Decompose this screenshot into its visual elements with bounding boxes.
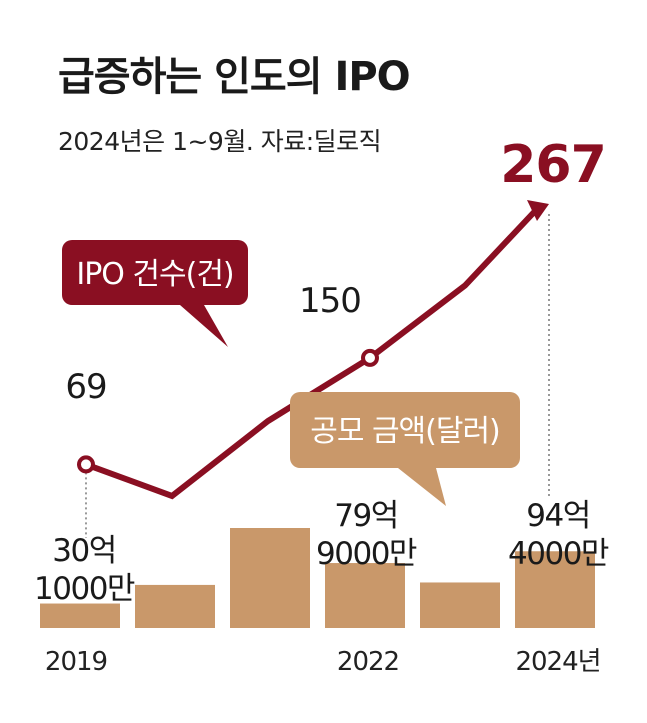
bar-value-label-2024년-1: 4000만 [508, 536, 609, 572]
bar-value-label-2022-1: 9000만 [316, 536, 417, 572]
chart-subtitle: 2024년은 1~9월. 자료:딜로직 [58, 127, 382, 156]
bar-2020 [135, 584, 215, 628]
bar-value-label-2019-1: 1000만 [34, 571, 135, 607]
point-label-2024년: 267 [500, 135, 606, 195]
legend-callout-ipo-amount: 공모 금액(달러) [290, 392, 520, 506]
bar-2024년 [515, 551, 595, 628]
chart-title: 급증하는 인도의 IPO [58, 54, 411, 100]
bar-2019 [40, 603, 120, 628]
arrowhead [527, 200, 549, 221]
point-label-2019: 69 [65, 367, 106, 407]
bar-value-label-2024년-0: 94억 [526, 498, 589, 534]
bar-2023 [420, 582, 500, 628]
series-line-ipo-count [84, 206, 540, 500]
point-marker-2019 [77, 455, 95, 474]
x-tick-label-2022: 2022 [337, 647, 399, 677]
bar-2022 [325, 563, 405, 628]
legend-label-ipo-count: IPO 건수(건) [76, 257, 233, 292]
bar-value-label-2019-0: 30억 [52, 533, 115, 569]
bar-2021 [230, 528, 310, 628]
legend-label-ipo-amount: 공모 금액(달러) [310, 414, 500, 449]
x-tick-label-2024년: 2024년 [515, 647, 600, 677]
point-marker-2022 [361, 348, 379, 367]
legend-callout-bg-ipo-amount [290, 392, 520, 506]
bar-value-label-2022-0: 79억 [334, 498, 397, 534]
legend-callout-bg-ipo-count [62, 240, 248, 347]
x-tick-label-2019: 2019 [45, 647, 107, 677]
point-label-2022: 150 [299, 281, 361, 321]
legend-callout-ipo-count: IPO 건수(건) [62, 240, 248, 347]
